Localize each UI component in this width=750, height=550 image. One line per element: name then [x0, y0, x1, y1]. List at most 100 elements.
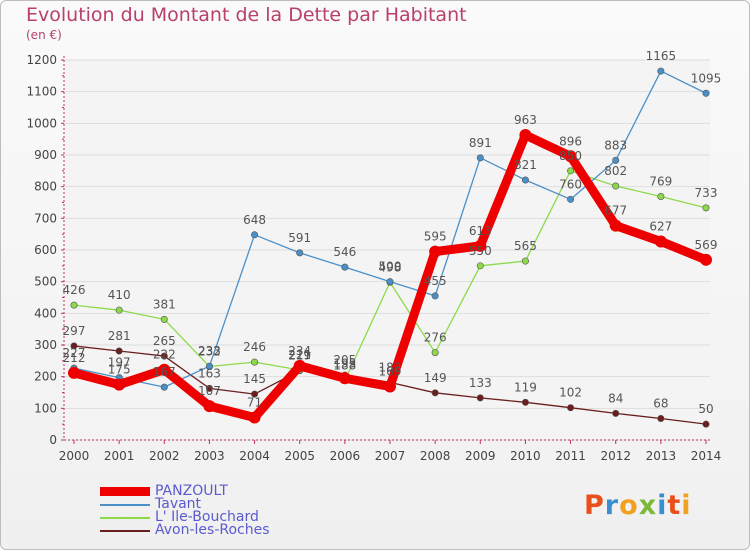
data-point [429, 245, 442, 258]
data-label: 1165 [646, 49, 677, 63]
data-point [386, 278, 394, 286]
x-tick-label: 2008 [420, 449, 451, 463]
data-point [657, 67, 665, 75]
data-label: 205 [333, 353, 356, 367]
data-point [521, 257, 529, 265]
y-tick-label: 300 [34, 338, 57, 352]
data-point [521, 176, 529, 184]
y-tick-label: 1200 [26, 53, 57, 67]
logo-letter: P [584, 490, 605, 521]
data-point [68, 366, 80, 379]
data-label: 169 [379, 364, 402, 378]
data-label: 232 [198, 345, 221, 359]
x-tick-label: 2005 [284, 449, 315, 463]
data-label: 410 [108, 288, 131, 302]
legend-swatch [100, 487, 150, 496]
x-tick-label: 2011 [555, 449, 586, 463]
y-tick-label: 400 [34, 306, 57, 320]
data-label: 197 [108, 356, 131, 370]
data-label: 102 [559, 386, 582, 400]
x-tick-label: 2009 [465, 449, 496, 463]
y-tick-label: 900 [34, 148, 57, 162]
data-label: 591 [288, 231, 311, 245]
x-tick-label: 2006 [330, 449, 361, 463]
legend-label: Tavant [155, 496, 202, 512]
data-label: 595 [424, 230, 447, 244]
data-label: 221 [288, 348, 311, 362]
data-point [564, 150, 577, 163]
data-label: 426 [63, 283, 86, 297]
legend-swatch [100, 517, 150, 519]
data-label: 84 [608, 391, 623, 405]
data-label: 963 [514, 113, 537, 127]
y-tick-label: 1100 [26, 85, 57, 99]
data-label: 546 [333, 245, 356, 259]
data-point [431, 292, 439, 300]
data-point [251, 231, 259, 239]
data-label: 891 [469, 136, 492, 150]
data-point [702, 204, 710, 212]
x-tick-label: 2007 [375, 449, 406, 463]
logo-letter: x [638, 490, 658, 521]
data-label: 565 [514, 239, 537, 253]
data-point [384, 380, 396, 393]
data-label: 1095 [691, 71, 722, 85]
y-axis-ticks: 0 100 200 300 400 500 600 700 800 900 1000 1100 1200 [26, 53, 57, 447]
data-label: 648 [243, 213, 266, 227]
data-label: 233 [198, 344, 221, 358]
logo-letter: i [681, 490, 692, 521]
data-point [158, 363, 171, 376]
y-tick-label: 200 [34, 370, 57, 384]
data-label: 381 [153, 297, 176, 311]
y-tick-label: 500 [34, 275, 57, 289]
data-point [341, 263, 349, 271]
data-label: 760 [559, 177, 582, 191]
logo-letter: o [619, 490, 639, 521]
data-label: 821 [514, 158, 537, 172]
axes [61, 56, 710, 444]
data-labels: 297 281 265 163 145 219 205 182 149 133 119 102 84 68… [63, 49, 722, 416]
y-tick-label: 0 [49, 433, 57, 447]
data-label: 133 [469, 376, 492, 390]
x-tick-label: 2014 [691, 449, 722, 463]
data-label: 119 [514, 380, 537, 394]
data-label: 455 [424, 274, 447, 288]
data-point [205, 384, 213, 392]
data-label: 550 [469, 244, 492, 258]
data-label: 195 [333, 356, 356, 370]
x-tick-label: 2000 [59, 449, 90, 463]
data-point [657, 414, 665, 422]
data-point [474, 239, 487, 252]
data-point [519, 129, 532, 142]
y-tick-label: 600 [34, 243, 57, 257]
y-tick-label: 800 [34, 180, 57, 194]
legend-label: PANZOULT [155, 483, 228, 499]
data-label: 107 [198, 384, 221, 398]
data-point [205, 362, 213, 370]
data-point [567, 195, 575, 203]
chart-title: Evolution du Montant de la Dette par Hab… [26, 4, 467, 26]
x-tick-label: 2010 [510, 449, 541, 463]
data-label: 149 [424, 371, 447, 385]
y-tick-label: 100 [34, 401, 57, 415]
data-point [700, 253, 712, 266]
data-label: 281 [108, 329, 131, 343]
data-point [338, 372, 351, 385]
data-point [521, 398, 529, 406]
y-tick-label: 700 [34, 211, 57, 225]
data-label: 802 [604, 164, 627, 178]
x-tick-label: 2013 [646, 449, 677, 463]
series-lines [68, 67, 712, 428]
data-label: 297 [63, 324, 86, 338]
data-label: 71 [247, 396, 262, 410]
data-point [293, 359, 306, 372]
data-point [612, 156, 620, 164]
data-label: 850 [559, 149, 582, 163]
data-point [251, 390, 259, 398]
legend-label: Avon-les-Roches [155, 522, 270, 538]
data-point [296, 249, 304, 257]
data-label: 234 [288, 344, 311, 358]
data-label: 145 [243, 372, 266, 386]
data-point [203, 400, 216, 413]
